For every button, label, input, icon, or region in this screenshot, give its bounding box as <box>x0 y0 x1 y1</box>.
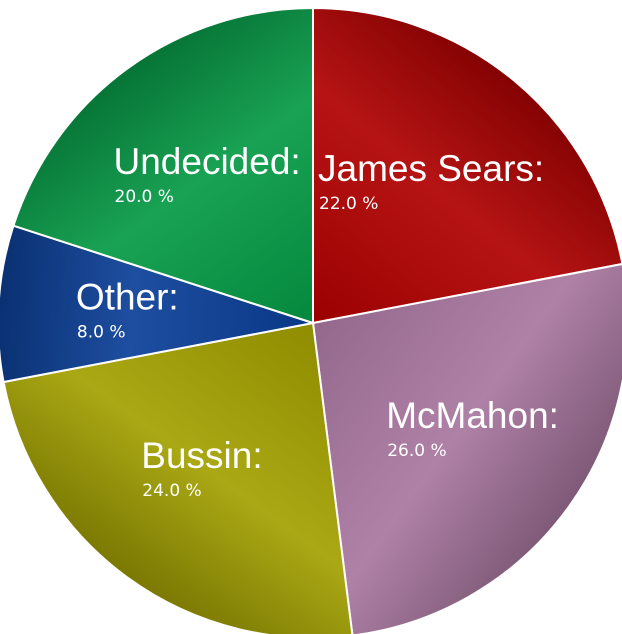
pie-slice-james-sears <box>312 7 622 324</box>
pie-label-undecided: Undecided: <box>114 141 301 182</box>
pie-slices <box>0 7 622 634</box>
pie-label-james-sears: James Sears: <box>318 148 544 189</box>
pie-slice-bussin <box>2 322 354 634</box>
pie-slice-other <box>0 224 314 384</box>
pie-label-mcmahon: McMahon: <box>386 395 559 436</box>
pie-value-label-other: 8.0 % <box>77 323 126 343</box>
pie-value-label-undecided: 20.0 % <box>115 187 174 207</box>
pie-value-label-bussin: 24.0 % <box>142 481 201 501</box>
pie-slice-undecided <box>12 7 314 324</box>
pie-labels: James Sears: 22.0 % McMahon: 26.0 % Bussin: 2… <box>76 141 559 501</box>
pie-value-label-mcmahon: 26.0 % <box>387 441 446 461</box>
pie-label-other: Other: <box>76 277 179 318</box>
pie-slice-mcmahon <box>312 263 622 634</box>
pie-value-label-james-sears: 22.0 % <box>319 194 378 214</box>
pie-label-bussin: Bussin: <box>141 435 262 476</box>
